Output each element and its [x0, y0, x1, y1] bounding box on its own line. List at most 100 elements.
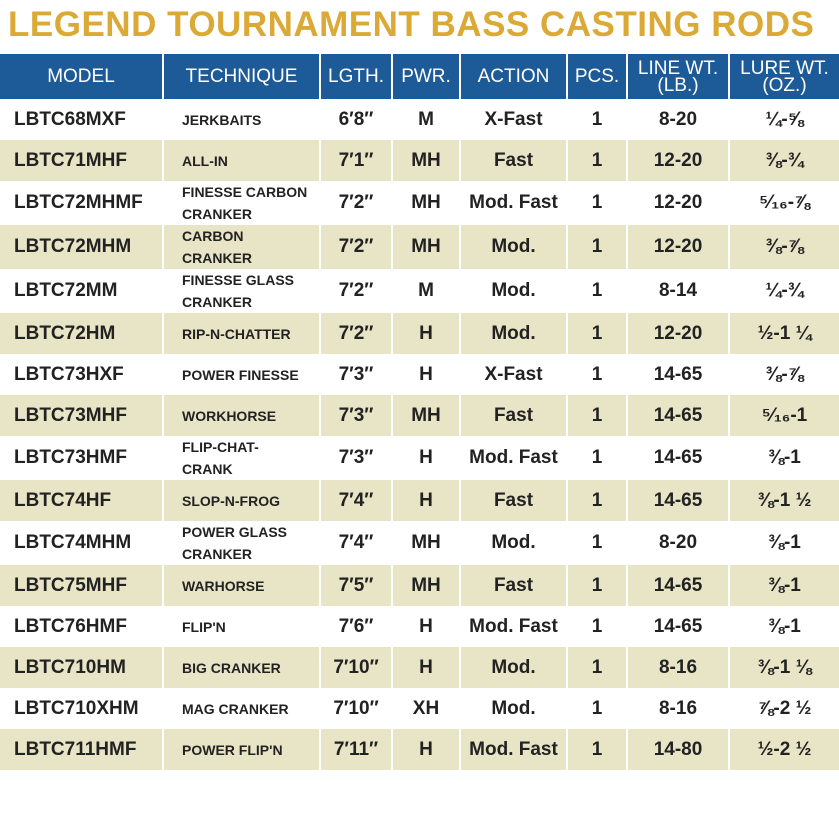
- table-cell: ⅜-1 ⅛: [728, 647, 839, 688]
- table-cell: 8-16: [626, 647, 729, 688]
- table-cell: FLIP-CHAT- CRANK: [162, 436, 320, 480]
- table-cell: 7′11″: [319, 729, 392, 770]
- table-cell: Mod. Fast: [459, 606, 567, 647]
- table-cell: MH: [391, 225, 460, 269]
- table-row: LBTC73HMF FLIP-CHAT- CRANK 7′3″ H Mod. Fast 1…: [0, 436, 839, 480]
- table-cell: Fast: [459, 480, 567, 521]
- table-cell: 8-20: [626, 521, 729, 565]
- table-row: LBTC76HMF FLIP'N 7′6″ H Mod. Fast 1 14-65 ⅜-1: [0, 606, 839, 647]
- table-cell: XH: [391, 688, 460, 729]
- table-cell: MH: [391, 140, 460, 181]
- table-cell: Mod. Fast: [459, 436, 567, 480]
- table-cell: ⅜-1: [728, 565, 839, 606]
- table-cell: LBTC76HMF: [14, 615, 127, 637]
- table-cell: POWER FLIP'N: [162, 729, 320, 770]
- table-cell: MH: [391, 521, 460, 565]
- table-cell: ⅜-1: [728, 521, 839, 565]
- table-cell: LBTC68MXF: [14, 108, 126, 130]
- table-cell: ALL-IN: [162, 140, 320, 181]
- title: LEGEND TOURNAMENT BASS CASTING RODS: [8, 5, 815, 44]
- table-cell: 1: [566, 269, 627, 313]
- table-cell: 1: [566, 565, 627, 606]
- table-cell: 12-20: [626, 181, 729, 225]
- table-cell: LBTC710XHM: [14, 697, 139, 719]
- table-cell: 12-20: [626, 140, 729, 181]
- table-cell: ⁵⁄₁₆-1: [728, 395, 839, 436]
- table-cell: 1: [566, 181, 627, 225]
- table-cell: 12-20: [626, 313, 729, 354]
- table-cell: LBTC72MM: [14, 280, 118, 301]
- table-cell: X-Fast: [459, 99, 567, 140]
- table-row: LBTC711HMF POWER FLIP'N 7′11″ H Mod. Fast 1 14…: [0, 729, 839, 770]
- table-cell: 7′2″: [319, 269, 392, 313]
- column-header: PWR.: [391, 54, 460, 99]
- table-cell: 7′3″: [319, 436, 392, 480]
- table-cell: MH: [391, 565, 460, 606]
- table-cell: SLOP-N-FROG: [162, 480, 320, 521]
- table-cell: CARBON CRANKER: [162, 225, 320, 269]
- table-cell: RIP-N-CHATTER: [162, 313, 320, 354]
- rod-table: MODEL TECHNIQUE LGTH. PWR. ACTION PCS. LINE WT…: [0, 54, 839, 770]
- table-cell: H: [391, 436, 460, 480]
- table-cell: X-Fast: [459, 354, 567, 395]
- table-cell: ½-2 ½: [728, 729, 839, 770]
- table-cell: LBTC72MHMF: [14, 192, 143, 213]
- table-row: LBTC72HM RIP-N-CHATTER 7′2″ H Mod. 1 12-20 ½-1 …: [0, 313, 839, 354]
- table-cell: M: [391, 99, 460, 140]
- table-cell: BIG CRANKER: [162, 647, 320, 688]
- table-cell: ⅜-¾: [728, 140, 839, 181]
- table-cell: 7′3″: [319, 395, 392, 436]
- table-cell: 1: [566, 729, 627, 770]
- table-cell: 6′8″: [319, 99, 392, 140]
- table-cell: 7′3″: [319, 354, 392, 395]
- table-cell: 1: [566, 313, 627, 354]
- table-cell: ⅜-1: [728, 436, 839, 480]
- table-row: LBTC72MHM CARBON CRANKER 7′2″ MH Mod. 1 12-20 ⅜…: [0, 225, 839, 269]
- table-cell: 1: [566, 606, 627, 647]
- table-row: LBTC71MHF ALL-IN 7′1″ MH Fast 1 12-20 ⅜-¾: [0, 140, 839, 181]
- table-cell: 7′5″: [319, 565, 392, 606]
- table-cell: Mod.: [459, 313, 567, 354]
- table-cell: ⅜-1 ½: [728, 480, 839, 521]
- table-cell: ¼-⅝: [728, 99, 839, 140]
- table-cell: ⅞-2 ½: [728, 688, 839, 729]
- table-row: LBTC74MHM POWER GLASS CRANKER 7′4″ MH Mod. 1 8…: [0, 521, 839, 565]
- table-cell: 1: [566, 436, 627, 480]
- table-cell: 8-20: [626, 99, 729, 140]
- table-cell: 7′6″: [319, 606, 392, 647]
- column-header: LURE WT. (OZ.): [728, 54, 839, 99]
- table-cell: H: [391, 606, 460, 647]
- table-cell: 7′2″: [319, 313, 392, 354]
- table-cell: 1: [566, 647, 627, 688]
- table-cell: ⁵⁄₁₆-⅞: [728, 181, 839, 225]
- table-cell: 1: [566, 99, 627, 140]
- table-row: LBTC68MXF JERKBAITS 6′8″ M X-Fast 1 8-20 ¼-⅝: [0, 99, 839, 140]
- table-cell: LBTC72MHM: [0, 225, 163, 269]
- table-cell: LBTC710HM: [0, 647, 163, 688]
- table-cell: 1: [566, 140, 627, 181]
- table-cell: 14-65: [626, 395, 729, 436]
- table-cell: 7′4″: [319, 521, 392, 565]
- table-cell: H: [391, 313, 460, 354]
- table-cell: LBTC73HXF: [14, 363, 124, 385]
- table-cell: LBTC73MHF: [0, 395, 163, 436]
- table-cell: ⅜-⅞: [728, 225, 839, 269]
- table-cell: 1: [566, 688, 627, 729]
- table-cell: FLIP'N: [162, 606, 320, 647]
- table-cell: MAG CRANKER: [162, 688, 320, 729]
- table-cell: Fast: [459, 395, 567, 436]
- column-header: LINE WT. (LB.): [626, 54, 729, 99]
- table-row: LBTC72MHMF FINESSE CARBON CRANKER 7′2″ MH Mo…: [0, 181, 839, 225]
- table-cell: MH: [391, 395, 460, 436]
- table-cell: JERKBAITS: [162, 99, 320, 140]
- table-cell: 7′10″: [319, 688, 392, 729]
- table-cell: LBTC75MHF: [0, 565, 163, 606]
- table-cell: ⅜-1: [728, 606, 839, 647]
- table-row: LBTC75MHF WARHORSE 7′5″ MH Fast 1 14-65 ⅜-1: [0, 565, 839, 606]
- table-cell: 1: [566, 225, 627, 269]
- column-header: TECHNIQUE: [162, 54, 320, 99]
- table-row: LBTC74HF SLOP-N-FROG 7′4″ H Fast 1 14-65 ⅜-1 ½: [0, 480, 839, 521]
- table-cell: ⅜-⅞: [728, 354, 839, 395]
- table-cell: H: [391, 354, 460, 395]
- table-cell: 7′2″: [319, 225, 392, 269]
